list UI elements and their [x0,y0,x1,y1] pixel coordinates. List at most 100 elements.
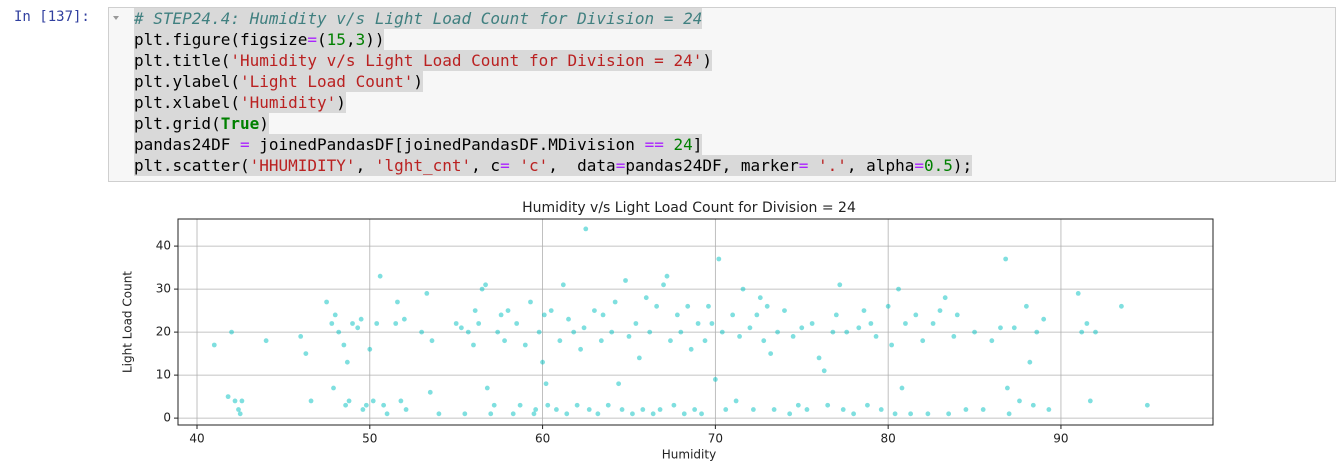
point [1093,329,1098,335]
point [799,325,805,331]
point [541,312,547,318]
point [557,338,563,344]
point [856,325,862,331]
point [730,312,736,318]
point [344,359,350,365]
point [1030,402,1036,408]
point [232,398,238,404]
point [937,308,943,314]
point [419,329,425,335]
point [1084,321,1090,326]
point [586,407,592,412]
point [1144,402,1150,408]
point [899,385,905,391]
point [892,411,898,417]
point [657,407,663,412]
point [873,334,879,339]
point [355,325,361,331]
point [868,321,874,326]
point [303,351,309,357]
point [336,329,342,335]
point [554,407,559,412]
point [643,295,649,301]
point [517,402,523,408]
point [616,381,622,387]
point [833,312,839,318]
point [600,312,606,318]
point [825,402,831,408]
point [566,316,571,322]
point [424,291,430,296]
point [495,329,501,335]
point [458,325,464,331]
point [668,338,673,344]
code-line: plt.xlabel('Humidity') [134,92,346,113]
point [583,226,589,232]
point [688,346,694,352]
point [1011,325,1017,331]
point [650,411,656,417]
point [1034,329,1040,335]
collapse-arrow[interactable] [113,16,119,20]
axes-frame [177,218,1214,426]
point [1027,359,1033,365]
point [844,329,850,335]
point [972,329,977,335]
code: # STEP24.4: Humidity v/s Light Load Coun… [134,8,973,176]
point [528,299,533,305]
point [578,346,583,352]
point [771,407,777,412]
point [737,334,742,339]
point [619,407,625,412]
point [865,402,870,408]
point [733,398,739,404]
point [211,342,217,348]
y-tick-label: 30 [156,282,171,296]
point [699,411,704,417]
point [692,407,698,412]
point [536,329,542,335]
point [465,329,471,335]
point [930,321,936,326]
point [346,398,352,404]
point [1119,303,1124,309]
point [1006,411,1012,417]
point [324,299,329,305]
point [1004,385,1010,391]
point [951,334,957,339]
point [581,325,587,331]
y-tick-label: 40 [156,239,171,253]
point [851,411,857,417]
point [377,273,383,279]
point [560,282,566,288]
x-tick-label: 90 [1053,432,1068,446]
point [471,342,476,348]
point [706,303,711,309]
point [436,411,442,417]
point [837,282,843,288]
point [1075,291,1081,296]
point [946,411,952,417]
point [712,377,718,382]
point [750,407,756,412]
point [816,355,822,361]
point [491,402,497,408]
point [598,338,604,344]
code-line: plt.title('Humidity v/s Light Load Count… [134,50,712,71]
point [476,321,482,326]
point [543,381,549,387]
point [1079,329,1085,335]
point [239,398,245,404]
point [263,338,269,344]
point [381,402,387,408]
point [531,411,537,417]
point [514,321,520,326]
point [998,325,1003,331]
point [236,407,241,412]
point [229,329,234,335]
point [954,312,960,318]
point [595,411,601,417]
point [809,321,815,326]
code-line: plt.scatter('HHUMIDITY', 'lght_cnt', c= … [134,155,973,176]
point [472,308,478,314]
